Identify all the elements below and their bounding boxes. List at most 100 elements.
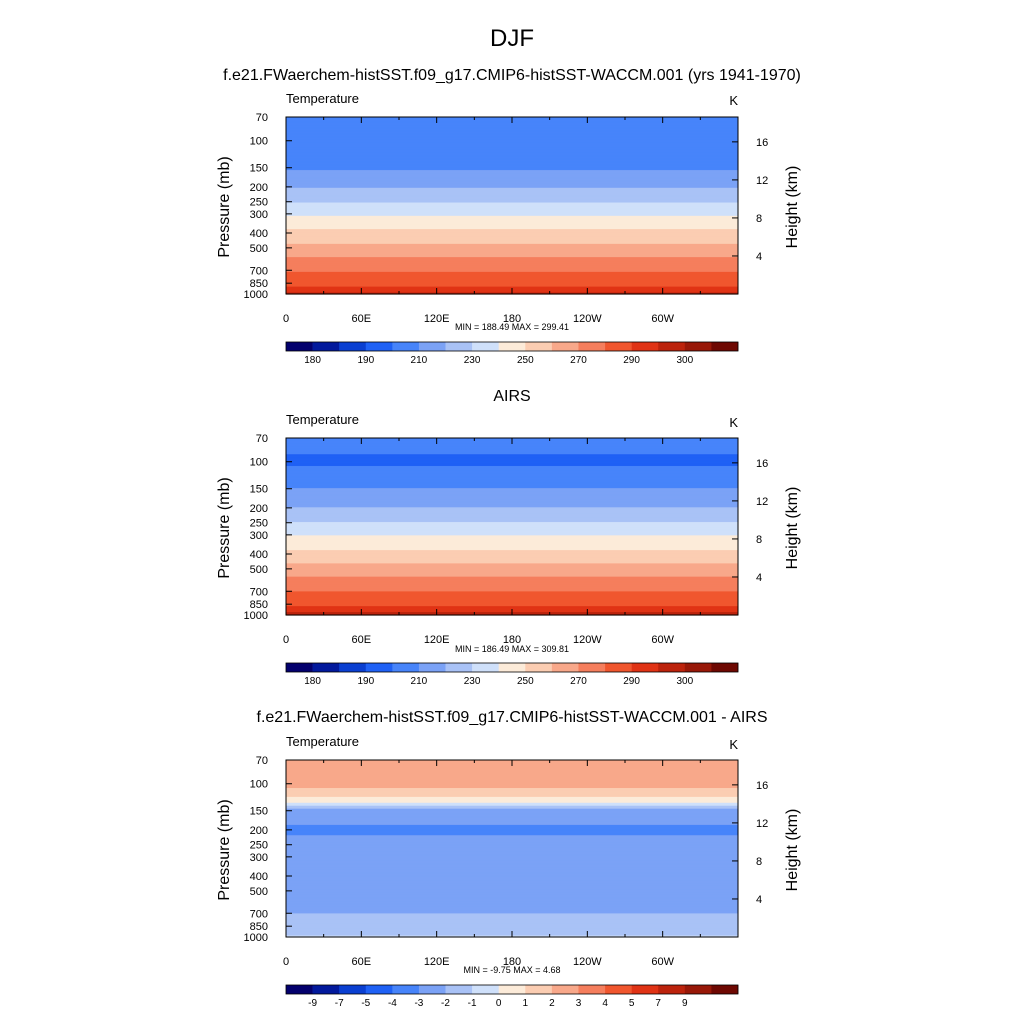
contour-band: [286, 186, 738, 189]
contour-band: [286, 146, 738, 149]
colorbar-swatch: [339, 663, 367, 672]
contour-band: [286, 467, 738, 470]
colorbar-label: 0: [496, 998, 502, 1009]
contour-band: [286, 159, 738, 162]
contour-band: [286, 875, 738, 878]
colorbar-swatch: [684, 342, 712, 351]
colorbar-label: -9: [308, 998, 317, 1009]
contour-band: [286, 508, 738, 511]
contour-band: [286, 925, 738, 928]
contour-band: [286, 863, 738, 866]
contour-band: [286, 198, 738, 201]
contour-band: [286, 898, 738, 901]
contour-band: [286, 584, 738, 587]
contour-band: [286, 273, 738, 276]
contour-band: [286, 808, 738, 811]
colorbar-swatch: [312, 342, 340, 351]
contour-band: [286, 600, 738, 603]
colorbar-label: 250: [517, 355, 534, 366]
colorbar-swatch: [578, 663, 606, 672]
contour-band: [286, 486, 738, 489]
colorbar-label: -5: [361, 998, 370, 1009]
contour-band: [286, 829, 738, 832]
contour-band: [286, 538, 738, 541]
y-tick-label: 70: [256, 112, 268, 124]
colorbar-swatch: [711, 985, 739, 994]
contour-band: [286, 192, 738, 195]
y-tick-label: 70: [256, 755, 268, 767]
contour-band: [286, 845, 738, 848]
y2-tick-label: 12: [756, 175, 768, 187]
colorbar-label: -7: [335, 998, 344, 1009]
contour-band: [286, 196, 738, 199]
colorbar-swatch: [392, 663, 420, 672]
contour-band: [286, 560, 738, 563]
contour-band: [286, 499, 738, 503]
x-tick-label: 60W: [651, 634, 674, 646]
contour-band: [286, 801, 738, 804]
colorbar-label: -4: [388, 998, 397, 1009]
colorbar-swatch: [684, 663, 712, 672]
colorbar-label: 9: [682, 998, 688, 1009]
contour-band: [286, 838, 738, 841]
y2-axis-label: Height (km): [784, 487, 801, 570]
contour-band: [286, 526, 738, 529]
colorbar-label: 4: [602, 998, 608, 1009]
contour-band: [286, 283, 738, 286]
y-tick-label: 100: [250, 457, 268, 469]
contour-band: [286, 575, 738, 578]
contour-band: [286, 842, 738, 845]
colorbar-label: 190: [357, 676, 374, 687]
contour-band: [286, 824, 738, 827]
contour-band: [286, 767, 738, 770]
colorbar-swatch: [286, 342, 313, 351]
contour-band: [286, 471, 738, 474]
contour-band: [286, 820, 738, 823]
y-axis-label: Pressure (mb): [216, 156, 233, 257]
contour-band: [286, 193, 738, 196]
contour-band: [286, 517, 738, 520]
contour-band: [286, 861, 738, 864]
contour-band: [286, 513, 738, 516]
contour-band: [286, 849, 738, 853]
contour-band: [286, 880, 738, 884]
contour-band: [286, 181, 738, 184]
colorbar-swatch: [631, 663, 659, 672]
contour-band: [286, 139, 738, 142]
x-tick-label: 120E: [424, 956, 450, 968]
contour-band: [286, 886, 738, 889]
contour-band: [286, 547, 738, 550]
colorbar-swatch: [578, 985, 606, 994]
contour-band: [286, 548, 738, 551]
contour-band: [286, 554, 738, 557]
contour-band: [286, 913, 738, 916]
contour-band: [286, 167, 738, 170]
contour-band: [286, 145, 738, 148]
contour-band: [286, 205, 738, 208]
y-tick-label: 700: [250, 586, 268, 598]
contour-band: [286, 202, 738, 205]
contour-band: [286, 551, 738, 554]
contour-band: [286, 844, 738, 847]
y-tick-label: 500: [250, 564, 268, 576]
contour-band: [286, 796, 738, 799]
contour-band: [286, 835, 738, 838]
contour-band: [286, 564, 738, 567]
contour-band: [286, 187, 738, 190]
contour-band: [286, 907, 738, 910]
contour-band: [286, 477, 738, 480]
contour-band: [286, 777, 738, 780]
contour-band: [286, 451, 738, 454]
contour-band: [286, 229, 738, 232]
contour-band: [286, 892, 738, 895]
colorbar-label: -2: [441, 998, 450, 1009]
x-tick-label: 60W: [651, 313, 674, 325]
y2-axis-label: Height (km): [784, 166, 801, 249]
colorbar-label: 210: [411, 355, 428, 366]
contour-band: [286, 173, 738, 176]
contour-band: [286, 463, 738, 466]
contour-band: [286, 544, 738, 547]
colorbar-swatch: [525, 985, 553, 994]
contour-band: [286, 908, 738, 912]
contour-band: [286, 184, 738, 187]
